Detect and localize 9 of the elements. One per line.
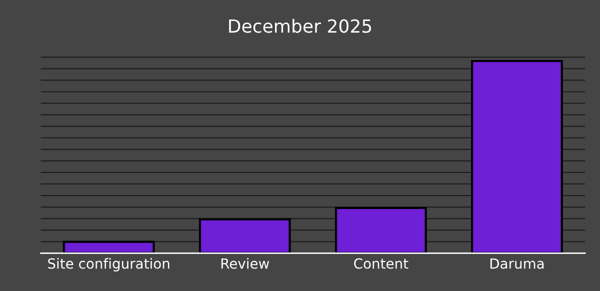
x-tick-label: Site configuration xyxy=(48,258,170,272)
bar xyxy=(471,60,563,254)
chart-title: December 2025 xyxy=(229,18,372,33)
bar xyxy=(334,206,427,254)
x-tick-label: Review xyxy=(221,258,270,269)
bar xyxy=(198,218,291,254)
x-tick-label: Content xyxy=(354,258,408,269)
x-tick-label: Daruma xyxy=(490,258,544,269)
bar xyxy=(62,240,155,254)
